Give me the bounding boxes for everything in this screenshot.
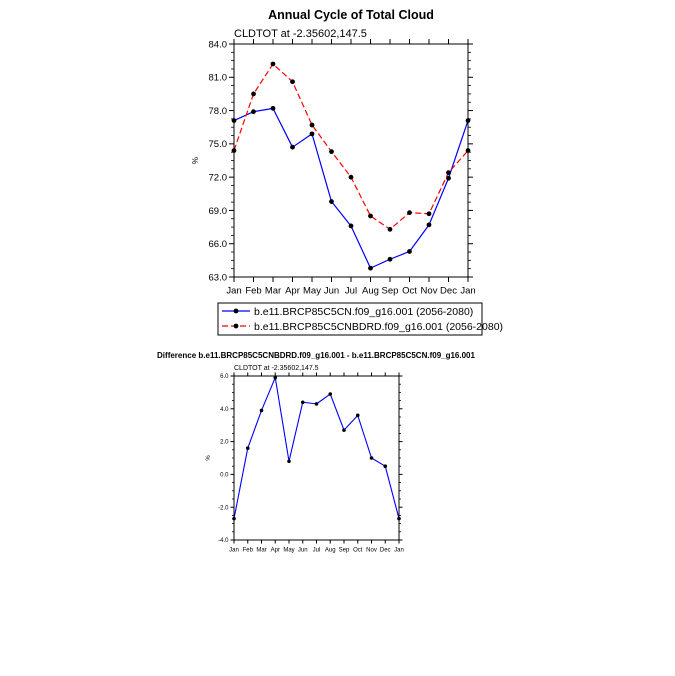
series-1-point: [309, 131, 315, 137]
chart2-series: [232, 375, 401, 521]
legend-label-series-1: b.e11.BRCP85C5CN.f09_g16.001 (2056-2080): [254, 306, 473, 318]
chart1-series: [231, 61, 471, 271]
x-tick-label: Sep: [382, 286, 399, 297]
x-tick-label: Nov: [366, 548, 377, 554]
series-1-point: [329, 199, 334, 204]
series-1-point: [387, 256, 393, 262]
x-tick-label: May: [303, 286, 321, 297]
y-tick-label: -2.0: [218, 505, 229, 511]
y-tick-label: -4.0: [218, 538, 229, 544]
series-2-point: [329, 149, 334, 155]
x-tick-label: Oct: [402, 286, 417, 297]
x-tick-label: Mar: [265, 286, 281, 297]
series-1-point: [259, 408, 264, 413]
y-tick-label: 0.0: [220, 473, 229, 479]
legend-marker-series-2: [233, 323, 239, 329]
x-tick-label: Mar: [256, 548, 266, 554]
series-2-point: [251, 91, 256, 97]
chart1-ticks: 63.0 66.0 69.0 72.0 75.0 78.0 81.0 84.0 Jan Feb Ma…: [209, 39, 476, 297]
chart1-plot-frame: [233, 43, 469, 278]
x-tick-label: Oct: [353, 548, 363, 554]
series-2-point: [348, 174, 354, 180]
x-tick-label: Jan: [460, 286, 475, 297]
chart2-y-axis-label: %: [206, 455, 212, 461]
series-1-point: [355, 413, 360, 418]
x-tick-label: Apr: [271, 548, 280, 554]
chart1-legend: b.e11.BRCP85C5CN.f09_g16.001 (2056-2080)…: [217, 302, 503, 336]
x-tick-label: Aug: [325, 548, 336, 554]
series-1-point: [251, 109, 256, 115]
y-tick-label: 63.0: [209, 272, 228, 283]
legend-marker-series-1: [233, 308, 239, 314]
series-1-point: [290, 144, 295, 150]
x-tick-label: May: [283, 548, 294, 554]
difference-chart: Difference b.e11.BRCP85C5CNBDRD.f09_g16.…: [157, 351, 475, 554]
series-1-point: [383, 464, 388, 469]
x-tick-label: Apr: [285, 286, 300, 297]
x-tick-label: Jan: [226, 286, 241, 297]
series-1-point: [287, 459, 291, 464]
x-tick-label: Jan: [394, 548, 404, 554]
series-2-point: [407, 210, 412, 216]
y-tick-label: 81.0: [209, 73, 228, 84]
legend-label-series-2: b.e11.BRCP85C5CNBDRD.f09_g16.001 (2056-2…: [254, 321, 503, 333]
y-tick-label: 84.0: [209, 39, 228, 50]
series-1-point: [446, 175, 451, 181]
chart1-subtitle: CLDTOT at -2.35602,147.5: [234, 28, 367, 40]
x-tick-label: Jan: [229, 548, 239, 554]
x-tick-label: Jul: [345, 286, 357, 297]
series-1-point: [407, 249, 412, 254]
series-1-point: [270, 105, 276, 111]
y-tick-label: 4.0: [220, 407, 229, 413]
series-1-point: [368, 265, 373, 271]
series-1-point: [245, 446, 250, 450]
x-tick-label: Feb: [245, 286, 261, 297]
series-2-point: [446, 170, 451, 176]
series-1-point: [426, 222, 432, 228]
x-tick-label: Nov: [421, 286, 438, 297]
series-1-point: [273, 375, 278, 380]
series-2-point: [368, 213, 373, 219]
y-tick-label: 72.0: [209, 172, 228, 183]
x-tick-label: Sep: [339, 548, 350, 554]
annual-cycle-chart: Annual Cycle of Total Cloud CLDTOT at -2…: [191, 8, 503, 336]
x-tick-label: Jun: [298, 548, 308, 554]
chart2-title: Difference b.e11.BRCP85C5CNBDRD.f09_g16.…: [157, 351, 475, 360]
y-tick-label: 66.0: [209, 239, 228, 250]
y-tick-label: 6.0: [220, 374, 229, 380]
series-2-point: [270, 61, 276, 67]
chart1-title: Annual Cycle of Total Cloud: [268, 8, 434, 22]
chart2-subtitle: CLDTOT at -2.35602,147.5: [234, 365, 319, 372]
series-2-point: [290, 79, 295, 85]
x-tick-label: Jun: [324, 286, 339, 297]
series-2-point: [387, 226, 393, 232]
legend-box: [217, 302, 483, 336]
x-tick-label: Dec: [440, 286, 457, 297]
y-tick-label: 69.0: [209, 206, 228, 217]
chart2-plot-frame: [233, 375, 400, 541]
chart1-y-axis-label: %: [191, 157, 200, 164]
series-1-point: [314, 402, 319, 406]
x-tick-label: Feb: [243, 548, 254, 554]
series-1-point: [342, 428, 346, 432]
y-tick-label: 78.0: [209, 106, 228, 117]
series-1-point: [300, 400, 305, 405]
y-tick-label: 2.0: [220, 440, 229, 446]
series-1-point: [348, 223, 354, 229]
series-1-point: [328, 392, 333, 396]
y-tick-label: 75.0: [209, 139, 228, 150]
x-tick-label: Aug: [362, 286, 379, 297]
series-2-point: [309, 122, 315, 128]
series-1-point: [369, 456, 374, 460]
chart2-ticks: -4.0 -2.0 0.0 2.0 4.0 6.0 Jan Feb Mar Apr May Jun Ju…: [218, 372, 404, 554]
series-2-point: [426, 211, 432, 217]
x-tick-label: Jul: [313, 548, 321, 554]
x-tick-label: Dec: [380, 548, 391, 554]
